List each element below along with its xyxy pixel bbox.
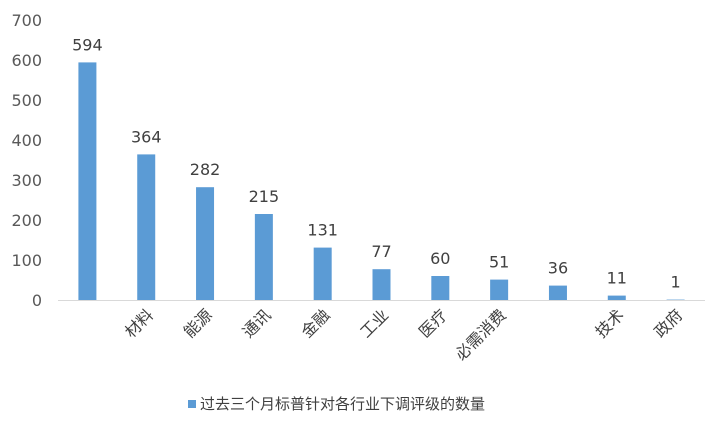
- bar-value-label: 131: [307, 221, 338, 240]
- category-label: 材料: [121, 305, 157, 341]
- bar-value-label: 77: [371, 242, 391, 261]
- bar: [78, 62, 97, 301]
- y-tick-label: 300: [11, 171, 42, 190]
- legend-label: 过去三个月标普针对各行业下调评级的数量: [200, 395, 485, 413]
- y-tick-label: 600: [11, 51, 42, 70]
- category-label: 医疗: [415, 305, 451, 341]
- bar-value-label: 282: [190, 160, 221, 179]
- category-label: 技术: [592, 305, 628, 341]
- bars: [78, 62, 685, 301]
- category-label: 通讯: [239, 305, 275, 341]
- y-tick-label: 400: [11, 131, 42, 150]
- bar: [607, 295, 626, 300]
- bar: [254, 214, 273, 300]
- y-tick-label: 0: [32, 291, 42, 310]
- y-tick-label: 200: [11, 211, 42, 230]
- bar: [490, 279, 509, 300]
- y-tick-label: 700: [11, 11, 42, 30]
- legend-swatch: [188, 400, 196, 408]
- bar-value-label: 215: [249, 187, 280, 206]
- category-label: 金融: [297, 305, 333, 341]
- bar-value-label: 51: [489, 253, 509, 272]
- bar: [137, 154, 156, 300]
- bar: [372, 269, 391, 300]
- bar-value-label: 11: [607, 269, 627, 288]
- category-label: 政府: [650, 305, 686, 341]
- category-labels: 材料 能源 通讯 金融 工业 医疗 必需消费 技术 政府: [121, 305, 686, 364]
- bar-value-label: 60: [430, 249, 450, 268]
- bar-value-label: 36: [548, 259, 568, 278]
- y-axis: 0 100 200 300 400 500 600 700: [11, 11, 42, 310]
- category-label: 能源: [180, 305, 216, 341]
- y-tick-label: 500: [11, 91, 42, 110]
- bar-value-label: 364: [131, 127, 162, 146]
- legend: 过去三个月标普针对各行业下调评级的数量: [188, 395, 485, 413]
- bar: [431, 276, 450, 300]
- bar: [196, 187, 215, 300]
- bar: [548, 285, 567, 300]
- bar-value-label: 1: [670, 273, 680, 292]
- bar-value-label: 594: [72, 35, 103, 54]
- category-label: 工业: [356, 305, 392, 341]
- bar: [313, 247, 332, 300]
- y-tick-label: 100: [11, 251, 42, 270]
- category-label: 必需消费: [451, 305, 510, 364]
